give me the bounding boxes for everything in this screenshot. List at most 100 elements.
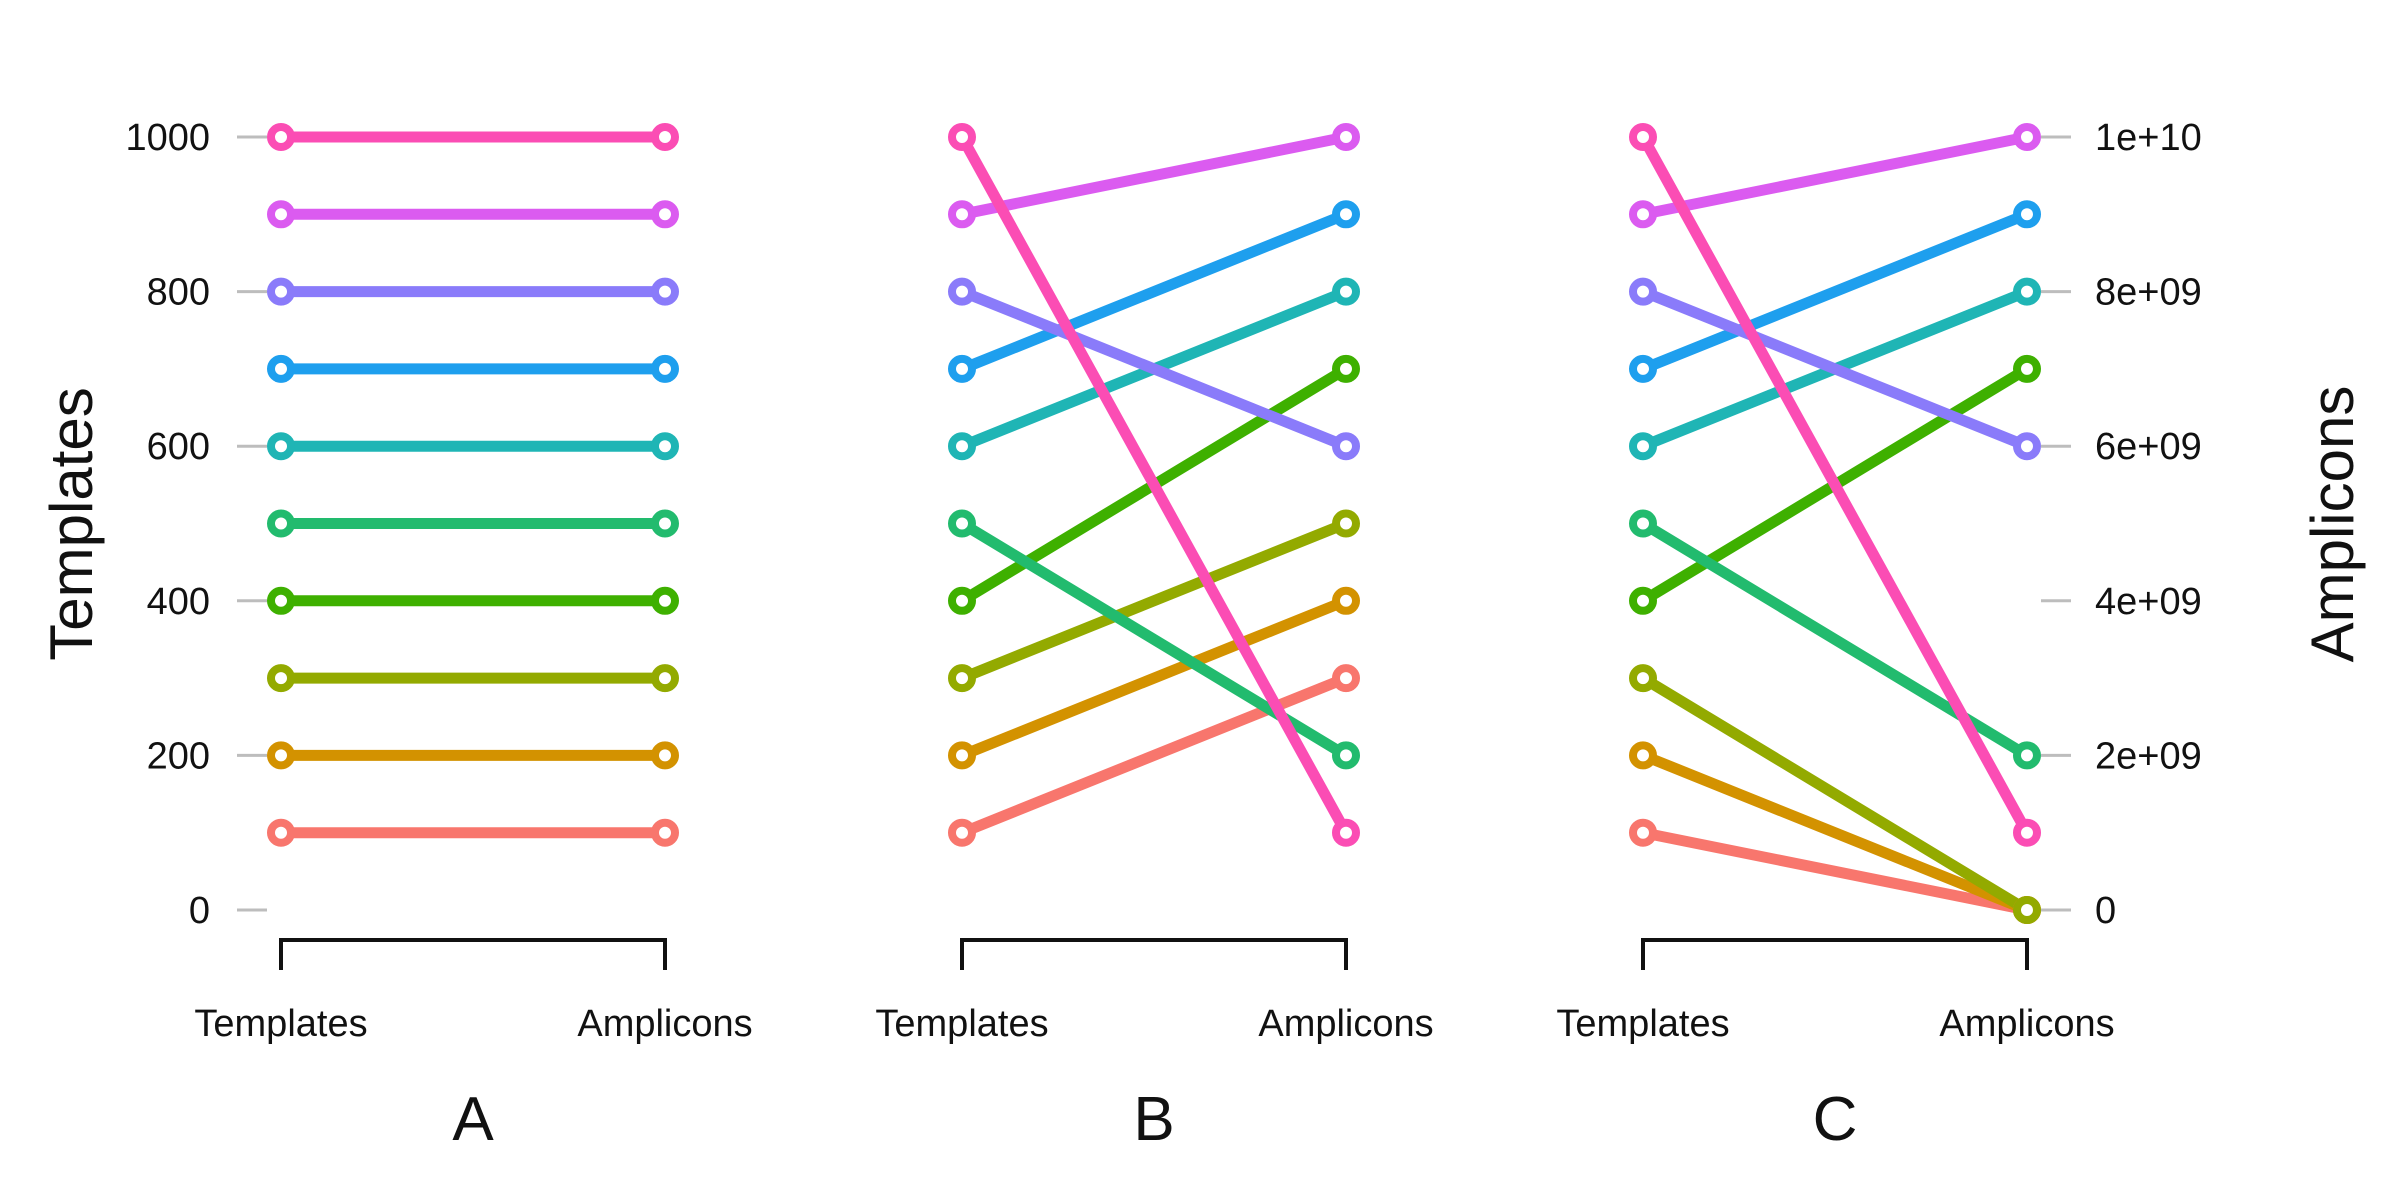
- data-point: [1332, 123, 1360, 151]
- data-point: [1332, 200, 1360, 229]
- right-axis-tick-label: 1e+10: [2095, 117, 2202, 159]
- series-line: [1637, 672, 2033, 916]
- right-axis-tick-label: 0: [2095, 890, 2116, 932]
- data-point: [267, 586, 295, 615]
- data-point: [1332, 741, 1360, 770]
- data-point: [2013, 277, 2041, 306]
- series-line: [956, 208, 1352, 375]
- data-point: [267, 509, 295, 538]
- data-point: [267, 354, 295, 383]
- x-category-label: Templates: [875, 1003, 1048, 1045]
- right-axis-title: Amplicons: [2299, 386, 2366, 663]
- series-line: [1637, 131, 2033, 220]
- panel-a: Templates Amplicons A: [194, 123, 753, 1154]
- data-point: [267, 664, 295, 693]
- data-point: [948, 432, 976, 461]
- data-point: [948, 277, 976, 306]
- series-line: [1637, 749, 2033, 916]
- data-point: [2013, 354, 2041, 383]
- series-line: [1637, 827, 2033, 916]
- data-point: [948, 741, 976, 770]
- data-point: [651, 354, 679, 383]
- left-axis-tick-label: 200: [147, 735, 210, 777]
- data-point: [651, 277, 679, 306]
- right-axis-tick-label: 6e+09: [2095, 426, 2202, 468]
- series-line: [956, 286, 1352, 452]
- right-axis-tick-label: 8e+09: [2095, 272, 2202, 314]
- x-category-label: Amplicons: [1939, 1003, 2114, 1045]
- data-point: [1629, 586, 1657, 615]
- data-point: [2013, 200, 2041, 229]
- data-point: [267, 200, 295, 229]
- right-axis: 0 2e+09 4e+09 6e+09 8e+09 1e+10: [2041, 117, 2202, 932]
- left-axis-tick-label: 400: [147, 581, 210, 623]
- data-point: [1629, 277, 1657, 306]
- x-axis-bracket: [279, 938, 667, 970]
- data-point: [651, 432, 679, 461]
- data-point: [651, 741, 679, 770]
- data-point: [267, 123, 295, 151]
- data-point: [651, 509, 679, 538]
- series-line: [1637, 208, 2033, 375]
- right-axis-tick-label: 4e+09: [2095, 581, 2202, 623]
- data-point: [948, 354, 976, 383]
- data-point: [267, 432, 295, 461]
- data-point: [2013, 741, 2041, 770]
- x-category-label: Templates: [194, 1003, 367, 1045]
- data-point: [1629, 818, 1657, 847]
- data-point: [1629, 200, 1657, 229]
- left-axis-tick-label: 600: [147, 426, 210, 468]
- left-axis-tick-label: 1000: [125, 117, 210, 159]
- data-point: [2013, 432, 2041, 461]
- data-point: [2013, 818, 2041, 847]
- data-point: [1332, 509, 1360, 538]
- series-line: [956, 131, 1352, 220]
- series-line: [956, 672, 1352, 839]
- data-point: [651, 586, 679, 615]
- x-category-label: Templates: [1556, 1003, 1729, 1045]
- panel-label: A: [452, 1085, 494, 1154]
- left-axis-title: Templates: [38, 387, 105, 660]
- data-point: [651, 664, 679, 693]
- data-point: [948, 123, 976, 151]
- data-point: [267, 741, 295, 770]
- data-point: [1629, 741, 1657, 770]
- data-point: [948, 586, 976, 615]
- data-point: [1629, 354, 1657, 383]
- data-point: [267, 277, 295, 306]
- left-axis: 0 200 400 600 800 1000: [125, 117, 267, 932]
- data-point: [948, 664, 976, 693]
- data-point: [1332, 586, 1360, 615]
- data-point: [651, 123, 679, 151]
- left-axis-tick-label: 0: [189, 890, 210, 932]
- x-category-label: Amplicons: [1258, 1003, 1433, 1045]
- right-axis-tick-label: 2e+09: [2095, 735, 2202, 777]
- data-point: [1332, 432, 1360, 461]
- panel-b: Templates Amplicons B: [875, 123, 1434, 1154]
- data-point: [1332, 354, 1360, 383]
- series-line: [1637, 131, 2033, 839]
- x-axis-bracket: [1641, 938, 2029, 970]
- data-point: [651, 818, 679, 847]
- data-point: [2013, 896, 2041, 924]
- data-point: [651, 200, 679, 229]
- data-point: [2013, 123, 2041, 151]
- panel-label: B: [1133, 1085, 1174, 1154]
- data-point: [948, 818, 976, 847]
- data-point: [267, 818, 295, 847]
- data-point: [948, 200, 976, 229]
- data-point: [1629, 123, 1657, 151]
- data-point: [1332, 664, 1360, 693]
- data-point: [1629, 432, 1657, 461]
- data-point: [1629, 509, 1657, 538]
- panel-c: Templates Amplicons C: [1556, 123, 2115, 1154]
- x-category-label: Amplicons: [577, 1003, 752, 1045]
- series-line: [1637, 286, 2033, 452]
- data-point: [948, 509, 976, 538]
- series-line: [956, 131, 1352, 839]
- panel-label: C: [1813, 1085, 1858, 1154]
- data-point: [1629, 664, 1657, 693]
- x-axis-bracket: [960, 938, 1348, 970]
